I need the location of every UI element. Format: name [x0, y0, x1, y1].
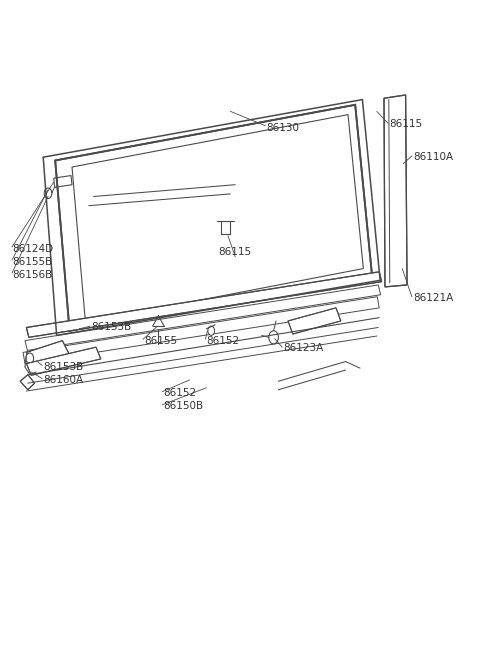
Text: 86152: 86152	[206, 335, 240, 346]
Text: 86121A: 86121A	[413, 293, 453, 303]
Polygon shape	[384, 95, 407, 287]
Text: 86152: 86152	[163, 388, 196, 398]
Polygon shape	[26, 272, 382, 337]
Circle shape	[208, 326, 215, 335]
Text: 86155B: 86155B	[12, 257, 52, 267]
Polygon shape	[26, 341, 70, 367]
Circle shape	[269, 331, 278, 344]
Text: 86153B: 86153B	[91, 322, 132, 333]
Polygon shape	[20, 375, 35, 390]
Text: 86130: 86130	[266, 122, 300, 133]
Polygon shape	[55, 105, 372, 331]
Polygon shape	[288, 308, 341, 334]
Text: 86160A: 86160A	[43, 375, 84, 385]
Text: 86150B: 86150B	[163, 401, 204, 411]
Text: 86155: 86155	[144, 335, 177, 346]
Text: 86156B: 86156B	[12, 270, 52, 280]
Circle shape	[26, 353, 34, 364]
Circle shape	[44, 188, 52, 198]
Text: 86115: 86115	[218, 247, 252, 257]
Text: 86123A: 86123A	[283, 343, 324, 354]
Polygon shape	[26, 347, 101, 375]
Text: 86153B: 86153B	[43, 362, 84, 372]
Text: 86124D: 86124D	[12, 244, 53, 254]
Text: 86115: 86115	[389, 119, 422, 130]
Text: 86110A: 86110A	[413, 152, 453, 162]
